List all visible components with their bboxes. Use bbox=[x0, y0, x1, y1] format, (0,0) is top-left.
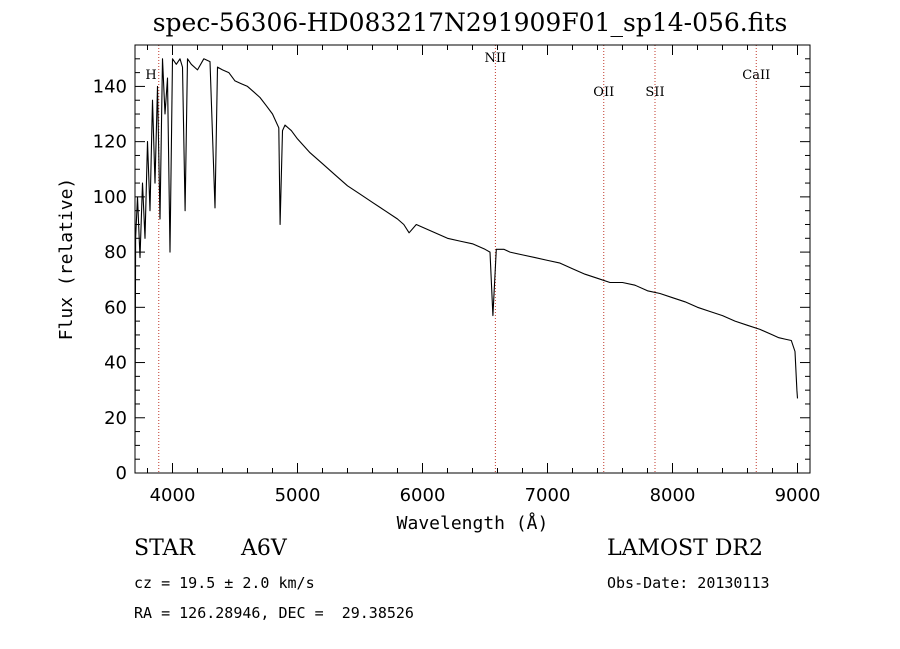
line-marker-label: OII bbox=[593, 85, 614, 100]
y-tick-label: 80 bbox=[104, 242, 127, 263]
ra-dec-text: RA = 126.28946, DEC = 29.38526 bbox=[134, 604, 414, 622]
object-type: STAR bbox=[134, 536, 195, 561]
y-tick-label: 100 bbox=[93, 187, 127, 208]
survey-label: LAMOST DR2 bbox=[607, 536, 763, 561]
spectrum-line bbox=[134, 58, 799, 446]
spectral-subclass: A6V bbox=[241, 536, 287, 561]
chart-title: spec-56306-HD083217N291909F01_sp14-056.f… bbox=[152, 8, 788, 37]
line-marker-label: SII bbox=[645, 85, 664, 100]
plot-frame bbox=[134, 44, 811, 474]
redshift-text: cz = 19.5 ± 2.0 km/s bbox=[134, 574, 315, 592]
y-tick-label: 140 bbox=[93, 76, 127, 97]
y-tick-label: 0 bbox=[116, 463, 127, 484]
y-tick-label: 20 bbox=[104, 408, 127, 429]
x-tick-label: 9000 bbox=[775, 485, 821, 506]
x-tick-label: 7000 bbox=[525, 485, 571, 506]
x-tick-label: 8000 bbox=[650, 485, 696, 506]
y-axis-label: Flux (relative) bbox=[56, 178, 77, 341]
x-tick-label: 5000 bbox=[275, 485, 321, 506]
y-tick-label: 60 bbox=[104, 297, 127, 318]
y-tick-label: 120 bbox=[93, 132, 127, 153]
x-tick-label: 4000 bbox=[150, 485, 196, 506]
line-marker-label: CaII bbox=[742, 68, 770, 83]
x-axis-label: Wavelength (Å) bbox=[397, 512, 549, 534]
obs-date-text: Obs-Date: 20130113 bbox=[607, 574, 770, 592]
x-tick-label: 6000 bbox=[400, 485, 446, 506]
line-marker-label: H bbox=[145, 68, 156, 83]
line-marker-label: NII bbox=[485, 51, 507, 66]
y-tick-label: 40 bbox=[104, 353, 127, 374]
